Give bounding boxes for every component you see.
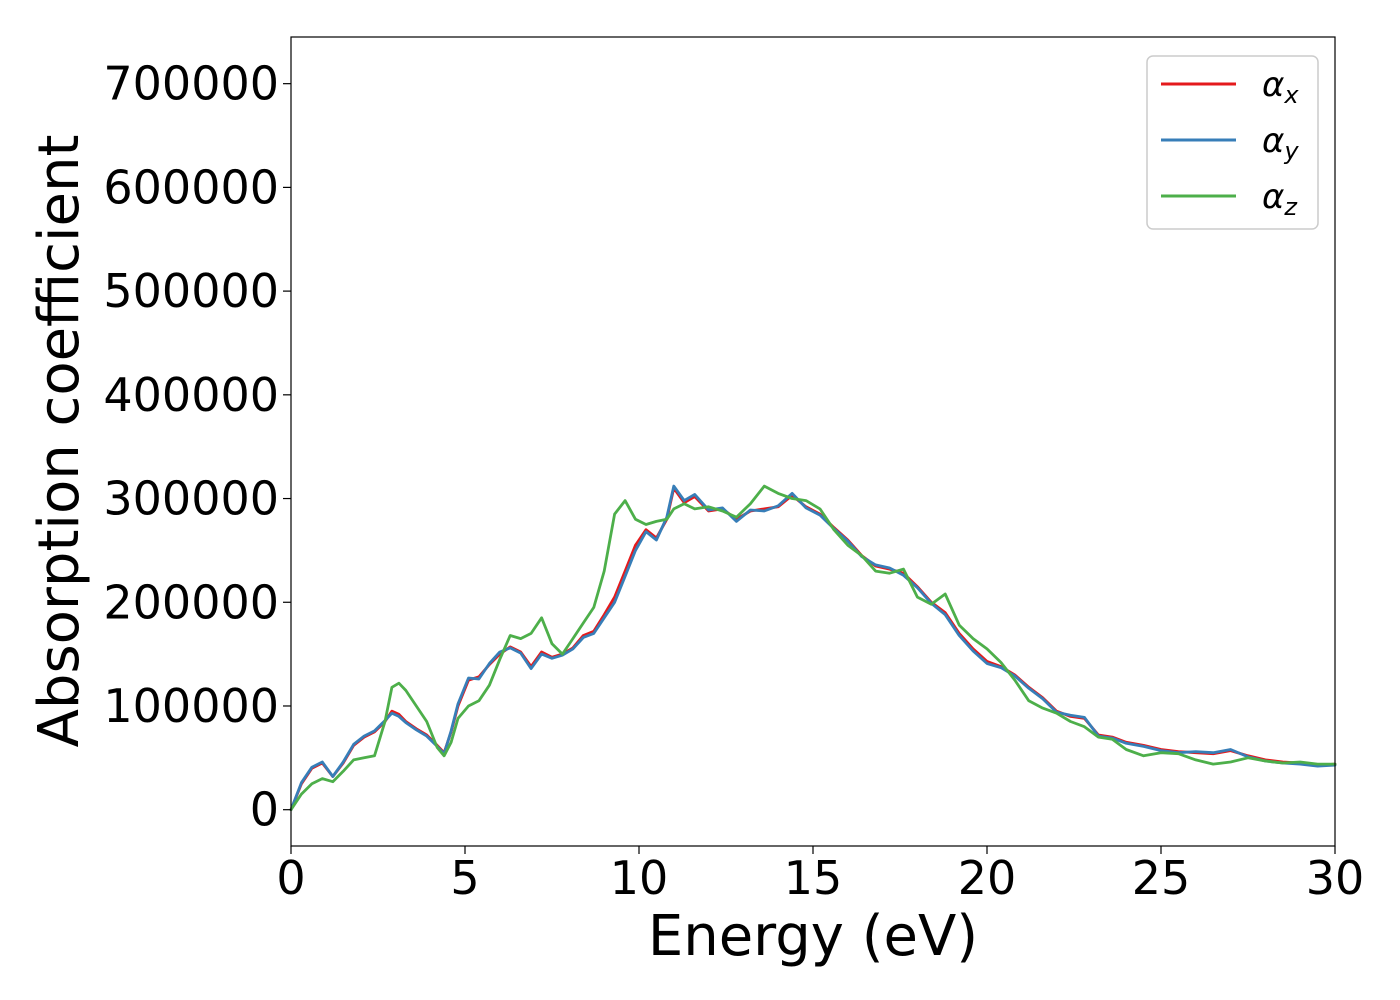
legend: αx αy αz [1146, 55, 1319, 230]
y-tick-label: 0 [250, 783, 279, 837]
y-tick-label: 700000 [103, 57, 279, 111]
x-tick-label: 25 [1132, 851, 1191, 905]
y-axis-ticks: 0 100000 200000 300000 400000 500000 600000 700… [103, 57, 291, 837]
x-tick-label: 5 [450, 851, 479, 905]
x-tick-label: 10 [610, 851, 669, 905]
x-tick-label: 15 [784, 851, 843, 905]
x-axis-label: Energy (eV) [648, 904, 978, 969]
x-axis-ticks: 0 5 10 15 20 25 30 [276, 846, 1364, 905]
y-axis-label: Absorption coefficient [27, 135, 92, 748]
x-tick-label: 30 [1306, 851, 1365, 905]
y-tick-label: 600000 [103, 160, 279, 214]
legend-label-x: αx [1262, 65, 1299, 109]
legend-label-z: αz [1262, 177, 1298, 221]
series-layer [289, 484, 1337, 812]
x-tick-label: 20 [958, 851, 1017, 905]
y-tick-label: 500000 [103, 264, 279, 318]
x-tick-label: 0 [276, 851, 305, 905]
y-tick-label: 200000 [103, 575, 279, 629]
series-line-z [289, 484, 1337, 812]
legend-box [1146, 55, 1319, 230]
y-tick-label: 300000 [103, 472, 279, 526]
y-tick-label: 400000 [103, 368, 279, 422]
y-tick-label: 100000 [103, 679, 279, 733]
legend-label-y: αy [1262, 121, 1299, 165]
